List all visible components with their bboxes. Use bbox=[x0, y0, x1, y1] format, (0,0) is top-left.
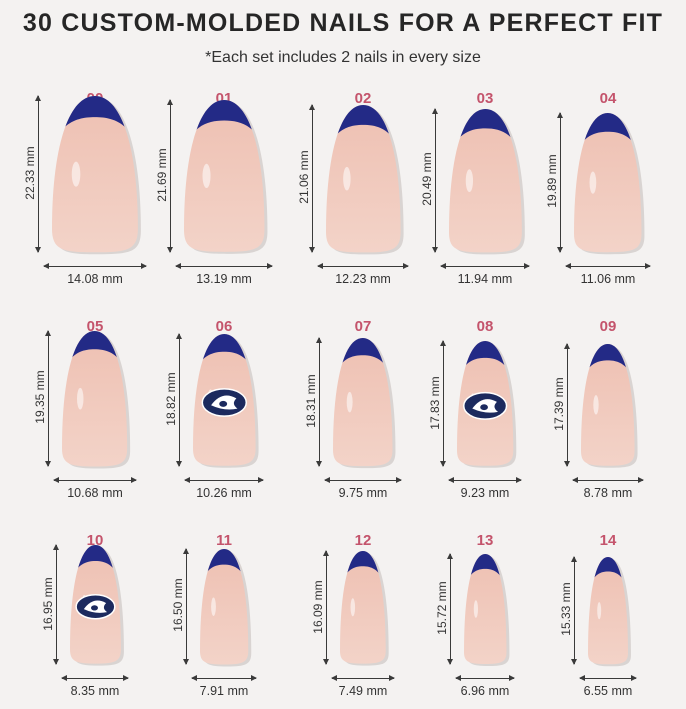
nail-length-label: 17.39 mm bbox=[552, 377, 567, 431]
length-dimension-line bbox=[564, 343, 571, 467]
length-dimension-line bbox=[52, 544, 59, 665]
nail-size-label: 14 bbox=[599, 532, 617, 549]
nail-size-label: 12 bbox=[354, 532, 372, 549]
page-subtitle: *Each set includes 2 nails in every size bbox=[205, 49, 481, 66]
nail-length-label: 15.72 mm bbox=[434, 581, 449, 635]
nail-width-label: 9.23 mm bbox=[460, 486, 510, 500]
length-dimension-line bbox=[308, 103, 315, 254]
nail-width-label: 10.26 mm bbox=[196, 486, 252, 500]
team-logo-icon bbox=[462, 392, 508, 421]
length-dimension-line bbox=[175, 333, 182, 467]
width-dimension-line bbox=[565, 263, 652, 269]
width-dimension-line bbox=[579, 675, 637, 681]
length-dimension-line bbox=[571, 555, 578, 666]
nail-size-label: 05 bbox=[86, 318, 104, 335]
nail-image bbox=[183, 100, 268, 254]
nail-image bbox=[581, 344, 638, 468]
width-dimension-line bbox=[454, 675, 516, 681]
nail-size-label: 09 bbox=[599, 318, 617, 335]
length-dimension-line bbox=[439, 340, 446, 467]
nail-image bbox=[340, 551, 389, 666]
nail-width-label: 12.23 mm bbox=[335, 272, 391, 286]
nail-length-label: 20.49 mm bbox=[419, 152, 434, 206]
width-dimension-line bbox=[324, 477, 403, 483]
length-dimension-line bbox=[323, 550, 330, 665]
nail-image bbox=[192, 334, 259, 468]
width-dimension-line bbox=[43, 263, 147, 269]
width-dimension-line bbox=[572, 477, 644, 483]
length-dimension-line bbox=[166, 99, 173, 253]
width-dimension-line bbox=[439, 263, 531, 269]
length-dimension-line bbox=[431, 107, 438, 254]
nail-width-label: 13.19 mm bbox=[196, 272, 252, 286]
nail-size-label: 04 bbox=[599, 90, 617, 107]
nail-size-label: 11 bbox=[216, 532, 232, 549]
page-title: 30 CUSTOM-MOLDED NAILS FOR A PERFECT FIT bbox=[22, 9, 664, 37]
nail-image bbox=[69, 545, 124, 666]
team-logo-icon bbox=[201, 388, 247, 418]
nail-width-label: 8.78 mm bbox=[583, 486, 633, 500]
nail-width-label: 9.75 mm bbox=[338, 486, 388, 500]
nail-image bbox=[574, 112, 645, 254]
length-dimension-line bbox=[557, 111, 564, 254]
width-dimension-line bbox=[331, 675, 395, 681]
nail-length-label: 17.83 mm bbox=[427, 375, 442, 430]
nail-width-label: 6.96 mm bbox=[460, 684, 510, 698]
nail-length-label: 18.31 mm bbox=[304, 374, 319, 428]
nail-image bbox=[333, 337, 396, 468]
nail-size-label: 13 bbox=[476, 532, 494, 549]
nail-length-label: 16.09 mm bbox=[311, 580, 326, 634]
nail-image bbox=[199, 548, 252, 666]
nail-length-label: 19.35 mm bbox=[33, 370, 48, 424]
nail-image bbox=[62, 330, 131, 468]
nail-size-label: 03 bbox=[476, 90, 494, 107]
nail-length-label: 16.50 mm bbox=[170, 578, 185, 632]
width-dimension-line bbox=[190, 675, 258, 681]
nail-image bbox=[448, 108, 525, 254]
nail-length-label: 22.33 mm bbox=[23, 146, 38, 200]
nail-image bbox=[463, 553, 510, 666]
nail-size-label: 06 bbox=[215, 318, 233, 335]
nail-width-label: 6.55 mm bbox=[583, 684, 633, 698]
length-dimension-line bbox=[182, 547, 189, 665]
nail-size-label: 07 bbox=[354, 318, 372, 335]
length-dimension-line bbox=[45, 329, 52, 468]
nail-width-label: 14.08 mm bbox=[67, 272, 123, 286]
nail-length-label: 21.69 mm bbox=[154, 148, 169, 202]
length-dimension-line bbox=[316, 336, 323, 468]
nail-length-label: 16.95 mm bbox=[40, 577, 55, 631]
width-dimension-line bbox=[53, 477, 137, 483]
nail-length-label: 21.06 mm bbox=[296, 150, 311, 204]
nail-width-label: 7.91 mm bbox=[199, 684, 249, 698]
length-dimension-line bbox=[35, 94, 42, 254]
width-dimension-line bbox=[174, 263, 274, 269]
nail-length-label: 18.82 mm bbox=[163, 372, 178, 426]
width-dimension-line bbox=[316, 263, 409, 269]
nail-image bbox=[52, 95, 141, 254]
nail-width-label: 11.94 mm bbox=[457, 272, 513, 286]
length-dimension-line bbox=[446, 552, 453, 666]
nail-width-label: 10.68 mm bbox=[67, 486, 123, 500]
nail-image bbox=[325, 104, 404, 254]
nail-size-label: 02 bbox=[354, 90, 372, 107]
nail-width-label: 7.49 mm bbox=[338, 684, 388, 698]
team-logo-icon bbox=[74, 594, 116, 620]
nail-image bbox=[588, 556, 631, 666]
nail-size-label: 10 bbox=[86, 532, 104, 549]
nail-width-label: 8.35 mm bbox=[70, 684, 120, 698]
nail-size-label: 08 bbox=[476, 318, 494, 335]
nail-image bbox=[456, 341, 517, 468]
nail-length-label: 15.33 mm bbox=[559, 582, 574, 637]
width-dimension-line bbox=[60, 675, 130, 681]
width-dimension-line bbox=[183, 477, 264, 483]
width-dimension-line bbox=[447, 477, 523, 483]
nail-width-label: 11.06 mm bbox=[580, 272, 636, 286]
nail-length-label: 19.89 mm bbox=[545, 154, 560, 209]
